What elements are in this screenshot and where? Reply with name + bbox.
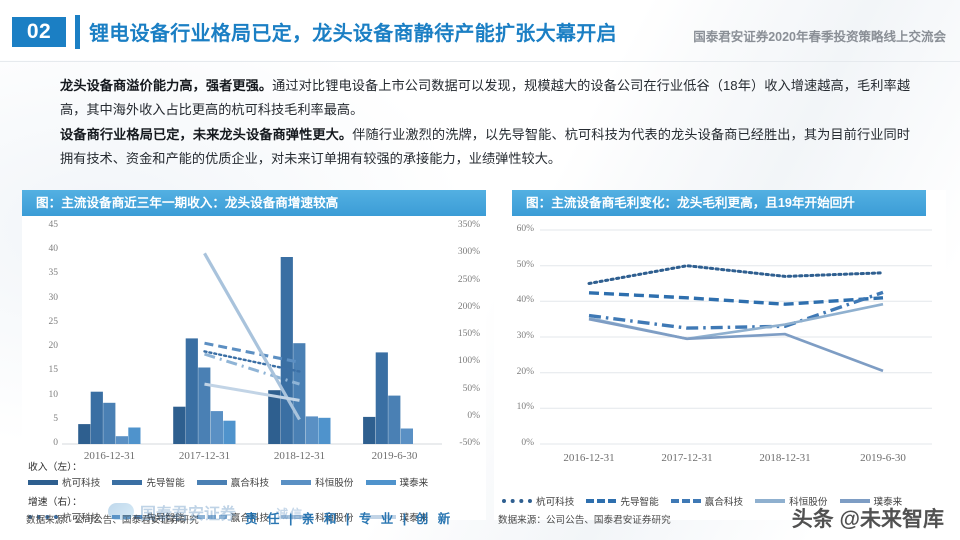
paragraph-2: 设备商行业格局已定，未来龙头设备商弹性更大。伴随行业激烈的洗牌，以先导智能、杭可… <box>60 123 910 171</box>
legend-swatch <box>839 499 870 503</box>
margin-chart-legend: 杭可科技 先导智能 赢合科技 科恒股份 璞泰来 <box>502 494 942 508</box>
legend-swatch <box>28 479 58 485</box>
legend-item: 科恒股份 <box>281 510 354 524</box>
revenue-chart-legend: 收入（左）： 杭可科技 先导智能 赢合科技 科恒股份 璞泰来 增速（右）： 杭可科技 先导… <box>28 459 437 524</box>
page-title: 锂电设备行业格局已定，龙头设备商静待产能扩张大幕开启 <box>89 23 617 45</box>
revenue-chart-source: 数据来源：公司公告、国泰君安证券研究 <box>26 515 199 526</box>
paragraph-1: 龙头设备商溢价能力高，强者更强。通过对比锂电设备上市公司数据可以发现，规模越大的… <box>60 74 910 122</box>
legend-item: 璞泰来 <box>365 475 429 489</box>
legend-swatch <box>112 515 143 519</box>
legend-label: 赢合科技 <box>230 513 270 524</box>
legend-swatch <box>670 499 701 503</box>
header-subtitle: 国泰君安证券2020年春季投资策略线上交流会 <box>693 30 946 44</box>
revenue-chart-panel: 图：主流设备商近三年一期收入：龙头设备商增速较高 0 5 10 15 20 25 30 35 4… <box>22 190 486 524</box>
margin-chart-body: 0% 10% 20% 30% 40% 50% 60% 2016-12-31 2017-12-3… <box>494 216 946 520</box>
legend-label: 杭可科技 <box>62 478 101 489</box>
legend-item: 先导智能 <box>112 475 185 489</box>
legend-row-lines: 杭可科技 先导智能 赢合科技 科恒股份 璞泰来 <box>28 510 437 524</box>
legend-item: 赢合科技 <box>196 510 270 524</box>
paragraph-2-lead: 设备商行业格局已定，未来龙头设备商弹性更大。 <box>60 127 353 142</box>
legend-item: 杭可科技 <box>28 510 100 524</box>
margin-chart-panel: 图：主流设备商毛利变化：龙头毛利更高，且19年开始回升 0% 10% 20% 30% 4… <box>494 190 946 520</box>
revenue-chart-body: 0 5 10 15 20 25 30 35 40 45 -50% 0% 50% 100% 150% 200%… <box>22 216 486 524</box>
legend-item: 璞泰来 <box>365 510 429 524</box>
legend-swatch <box>755 499 786 503</box>
legend-item: 赢合科技 <box>196 475 270 489</box>
legend-item: 科恒股份 <box>281 475 354 489</box>
legend-label: 先导智能 <box>146 513 185 524</box>
legend-swatch <box>196 479 227 485</box>
paragraph-1-lead: 龙头设备商溢价能力高，强者更强。 <box>60 78 273 93</box>
legend-label: 科恒股份 <box>315 513 354 524</box>
legend-item: 赢合科技 <box>670 494 744 508</box>
legend-label: 璞泰来 <box>873 497 903 508</box>
margin-chart-title: 图：主流设备商毛利变化：龙头毛利更高，且19年开始回升 <box>512 190 926 216</box>
legend-label: 赢合科技 <box>704 497 744 508</box>
legend-swatch <box>28 515 58 519</box>
legend-heading-bars: 收入（左）： <box>28 462 82 473</box>
legend-item: 璞泰来 <box>839 494 903 508</box>
legend-item: 先导智能 <box>112 510 185 524</box>
legend-item: 杭可科技 <box>28 475 100 489</box>
legend-swatch <box>281 479 312 485</box>
legend-label: 璞泰来 <box>399 478 429 489</box>
margin-chart-source: 数据来源：公司公告、国泰君安证券研究 <box>498 515 671 526</box>
legend-item: 先导智能 <box>586 494 659 508</box>
legend-label: 赢合科技 <box>230 478 270 489</box>
legend-heading-lines: 增速（右）： <box>28 497 82 508</box>
legend-swatch <box>196 515 227 519</box>
body-text: 龙头设备商溢价能力高，强者更强。通过对比锂电设备上市公司数据可以发现，规模越大的… <box>60 74 910 172</box>
header-divider-bar <box>75 15 80 49</box>
company-slogan: 责 任 | 亲 和 | 专 业 | 创 新 <box>245 512 454 526</box>
paragraph-2-rest: 伴随行业激烈的洗牌，以先导智能、杭可科技为代表的龙头设备商已经胜出，其为目前行业… <box>60 127 910 166</box>
legend-swatch <box>586 499 617 503</box>
legend-item: 杭可科技 <box>502 494 574 508</box>
legend-swatch <box>365 515 396 519</box>
toutiao-watermark: 头条 @未来智库 <box>791 508 944 531</box>
legend-label: 科恒股份 <box>789 497 828 508</box>
legend-swatch <box>502 499 532 503</box>
legend-label: 璞泰来 <box>399 513 429 524</box>
legend-swatch <box>112 479 143 485</box>
legend-swatch <box>365 479 396 485</box>
legend-label: 杭可科技 <box>536 497 575 508</box>
legend-label: 科恒股份 <box>315 478 354 489</box>
section-number-badge: 02 <box>12 17 66 47</box>
margin-chart-svg <box>540 229 932 445</box>
legend-label: 先导智能 <box>620 497 659 508</box>
legend-row-margin: 杭可科技 先导智能 赢合科技 科恒股份 璞泰来 <box>502 494 942 508</box>
revenue-chart-svg <box>62 252 442 445</box>
legend-row-bars: 杭可科技 先导智能 赢合科技 科恒股份 璞泰来 <box>28 475 437 489</box>
revenue-chart-title: 图：主流设备商近三年一期收入：龙头设备商增速较高 <box>22 190 486 216</box>
paragraph-1-rest: 通过对比锂电设备上市公司数据可以发现，规模越大的设备公司在行业低谷（18年）收入… <box>60 78 911 117</box>
legend-label: 先导智能 <box>146 478 185 489</box>
legend-item: 科恒股份 <box>755 494 828 508</box>
legend-swatch <box>281 515 312 519</box>
slide-header: 02 锂电设备行业格局已定，龙头设备商静待产能扩张大幕开启 国泰君安证券2020… <box>0 0 960 62</box>
legend-label: 杭可科技 <box>62 513 101 524</box>
header-rule <box>0 61 960 62</box>
